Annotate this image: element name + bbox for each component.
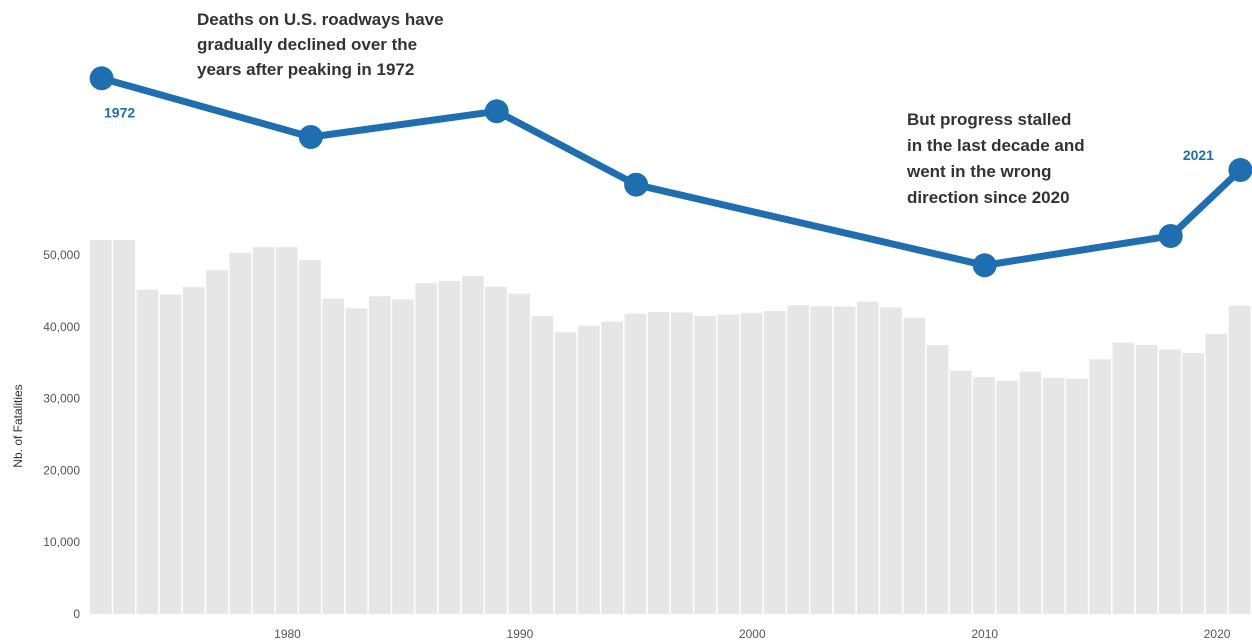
bar-1977 bbox=[206, 270, 228, 614]
bar-1992 bbox=[554, 332, 577, 614]
bar-2014 bbox=[1066, 378, 1088, 614]
bar-2001 bbox=[763, 311, 786, 614]
bar-1988 bbox=[461, 275, 484, 614]
bar-2000 bbox=[740, 312, 763, 614]
bar-1997 bbox=[671, 312, 693, 614]
bar-2002 bbox=[787, 305, 809, 614]
bar-2003 bbox=[810, 306, 833, 614]
trend-point-1972 bbox=[89, 66, 114, 91]
trend-point-1989 bbox=[484, 99, 509, 124]
x-tick-label: 2020 bbox=[1204, 627, 1231, 641]
bar-2021 bbox=[1228, 305, 1251, 614]
trend-line-layer: 1972 2021 bbox=[89, 66, 1252, 278]
trend-point-2018 bbox=[1158, 224, 1183, 248]
annotations: Deaths on U.S. roadways have gradually de… bbox=[197, 10, 1085, 207]
y-tick-label: 0 bbox=[73, 607, 80, 621]
bars-layer bbox=[90, 240, 1251, 615]
bar-1972 bbox=[90, 240, 112, 614]
bar-2008 bbox=[926, 345, 949, 614]
bar-2005 bbox=[856, 301, 879, 614]
x-axis: 1980 1990 2000 2010 2020 bbox=[274, 627, 1231, 641]
annotation-left-line: years after peaking in 1972 bbox=[197, 60, 414, 79]
bar-1989 bbox=[485, 286, 507, 614]
bar-2009 bbox=[949, 370, 972, 614]
bar-2017 bbox=[1135, 344, 1158, 614]
trend-line bbox=[98, 74, 1244, 269]
bar-1982 bbox=[322, 298, 345, 614]
y-tick-label: 30,000 bbox=[43, 392, 80, 406]
x-tick-label: 2000 bbox=[739, 627, 766, 641]
y-tick-label: 20,000 bbox=[43, 463, 80, 477]
y-tick-label: 10,000 bbox=[43, 535, 80, 549]
bar-2006 bbox=[880, 307, 902, 614]
trend-point-2010 bbox=[972, 253, 997, 278]
bar-2011 bbox=[996, 380, 1019, 614]
bar-1985 bbox=[392, 299, 414, 614]
bar-2004 bbox=[833, 306, 856, 614]
bar-1991 bbox=[531, 315, 554, 614]
annotation-right-line: went in the wrong bbox=[906, 162, 1052, 181]
bar-1973 bbox=[113, 240, 135, 614]
x-tick-label: 1980 bbox=[274, 627, 301, 641]
bar-1999 bbox=[717, 314, 740, 614]
bar-1987 bbox=[438, 280, 461, 614]
bar-1994 bbox=[601, 321, 624, 614]
bar-1993 bbox=[578, 325, 600, 614]
annotation-right-line: direction since 2020 bbox=[907, 188, 1070, 207]
bar-1978 bbox=[229, 252, 252, 614]
trend-point-1995 bbox=[624, 172, 649, 197]
bar-1981 bbox=[299, 260, 321, 614]
trend-point-1981 bbox=[298, 125, 323, 149]
annotation-left-line: gradually declined over the bbox=[197, 35, 417, 54]
bar-1979 bbox=[252, 247, 275, 614]
y-axis: 0 10,000 20,000 30,000 40,000 50,000 bbox=[43, 248, 80, 621]
trend-point-2021 bbox=[1228, 158, 1252, 182]
bar-1980 bbox=[275, 247, 298, 615]
bar-2020 bbox=[1205, 333, 1228, 614]
bar-2018 bbox=[1159, 349, 1181, 614]
y-tick-label: 40,000 bbox=[43, 320, 80, 334]
y-tick-label: 50,000 bbox=[43, 248, 80, 262]
bar-1983 bbox=[345, 308, 368, 614]
bar-2007 bbox=[903, 317, 926, 614]
annotation-left-line: Deaths on U.S. roadways have bbox=[197, 10, 444, 29]
annotation-right-line: But progress stalled bbox=[907, 110, 1071, 129]
bar-2019 bbox=[1182, 352, 1205, 614]
bar-2012 bbox=[1019, 371, 1042, 614]
y-axis-title: Nb. of Fatalities bbox=[11, 384, 25, 467]
point-label-first: 1972 bbox=[104, 104, 135, 120]
bar-1986 bbox=[415, 283, 438, 614]
bar-1990 bbox=[508, 293, 531, 614]
bar-1995 bbox=[624, 313, 647, 614]
bar-2016 bbox=[1112, 342, 1135, 614]
bar-2010 bbox=[973, 377, 995, 614]
bar-1974 bbox=[136, 289, 159, 614]
point-label-last: 2021 bbox=[1183, 147, 1214, 163]
annotation-right-line: in the last decade and bbox=[907, 136, 1085, 155]
bar-2013 bbox=[1042, 377, 1065, 614]
bar-1976 bbox=[182, 287, 205, 614]
bar-2015 bbox=[1089, 359, 1112, 614]
bar-1975 bbox=[159, 294, 182, 614]
bar-1984 bbox=[368, 296, 391, 614]
bar-1998 bbox=[694, 316, 716, 614]
x-tick-label: 2010 bbox=[971, 627, 998, 641]
x-tick-label: 1990 bbox=[507, 627, 534, 641]
bar-1996 bbox=[647, 311, 670, 614]
